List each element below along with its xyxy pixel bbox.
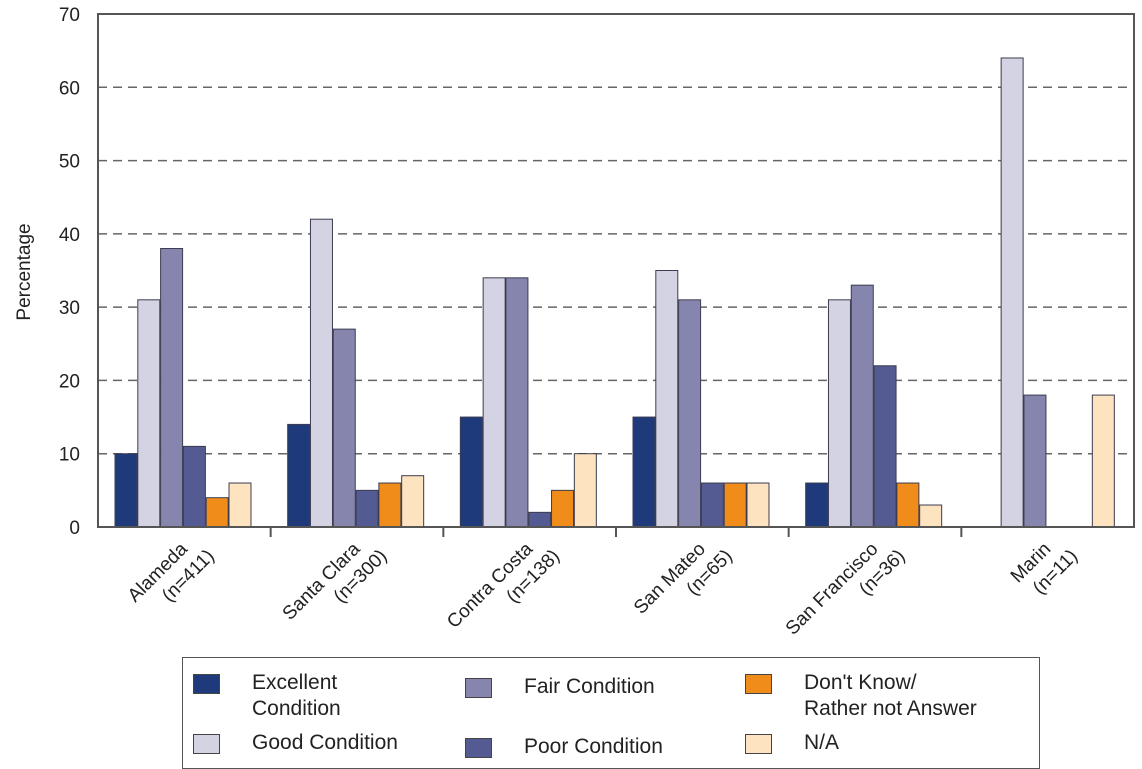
bar (182, 445, 206, 528)
y-tick-label: 70 (59, 5, 80, 26)
bar (309, 218, 333, 528)
bar (655, 270, 679, 528)
legend-label: N/A (804, 731, 840, 754)
legend-item: Good Condition (193, 730, 398, 756)
x-tick-label: Contra Costa(n=138) (443, 529, 564, 650)
legend-item: Don't Know/ Rather not Answer (745, 670, 977, 722)
legend-swatch (745, 734, 772, 754)
legend-item: Poor Condition (465, 734, 663, 760)
bar (1000, 57, 1024, 528)
legend-item: Excellent Condition (193, 670, 372, 722)
legend: Excellent Condition Good Condition Fair Co… (182, 657, 1040, 769)
legend-label: Good Condition (252, 731, 398, 754)
bar (378, 482, 402, 528)
bar (114, 453, 138, 528)
y-tick-label: 30 (59, 298, 80, 319)
x-tick-label: Alameda(n=411) (124, 529, 219, 624)
x-axis: Alameda(n=411) Santa Clara(n=300) Contra C… (124, 527, 1082, 657)
x-tick-label: San Mateo(n=65) (630, 529, 737, 636)
x-tick-label: Santa Clara(n=300) (279, 529, 392, 642)
legend-item: Fair Condition (465, 674, 655, 700)
bar (827, 299, 851, 528)
bars (114, 57, 1115, 528)
bar (805, 482, 829, 528)
bar (1091, 394, 1115, 528)
bar (205, 497, 229, 528)
bar (355, 489, 379, 528)
legend-label: Poor Condition (524, 735, 663, 758)
bar (919, 504, 943, 528)
plot-border (97, 13, 1135, 528)
y-tick-label: 60 (59, 78, 80, 99)
bar (551, 489, 575, 528)
plot-frame (97, 13, 1135, 528)
bar (228, 482, 252, 528)
y-tick-label: 50 (59, 152, 80, 173)
x-tick-label: Marin(n=11) (1007, 529, 1082, 604)
bar (137, 299, 161, 528)
bar (573, 453, 597, 528)
bar (332, 328, 356, 528)
y-tick-label: 20 (59, 371, 80, 392)
y-tick-label: 40 (59, 225, 80, 246)
bar (505, 277, 529, 528)
y-axis-title: Percentage (14, 223, 35, 320)
legend-swatch (465, 738, 492, 758)
legend-label: Excellent Condition (252, 671, 341, 720)
bar (850, 284, 874, 528)
legend-label: Don't Know/ Rather not Answer (804, 671, 977, 720)
bar (746, 482, 770, 528)
y-axis: 0 10 20 30 40 50 60 70 (59, 5, 80, 539)
bar (723, 482, 747, 528)
legend-swatch (193, 734, 220, 754)
legend-swatch (745, 674, 772, 694)
bar (873, 365, 897, 528)
legend-swatch (465, 678, 492, 698)
bar (700, 482, 724, 528)
legend-swatch (193, 674, 220, 694)
bar (632, 416, 656, 528)
bar (896, 482, 920, 528)
legend-label: Fair Condition (524, 675, 655, 698)
bar (678, 299, 702, 528)
y-tick-label: 10 (59, 445, 80, 466)
x-tick-label: San Francisco(n=36) (782, 529, 910, 657)
bar (528, 511, 552, 528)
bar (287, 423, 311, 528)
chart: 0 10 20 30 40 50 60 70 Alameda(n=411) Santa Clar… (14, 5, 1135, 657)
bar (482, 277, 506, 528)
legend-item: N/A (745, 730, 839, 756)
bar (459, 416, 483, 528)
bar (401, 475, 425, 528)
gridlines (98, 86, 1134, 455)
bar (1023, 394, 1047, 528)
bar (160, 248, 184, 528)
y-tick-label: 0 (69, 518, 80, 539)
